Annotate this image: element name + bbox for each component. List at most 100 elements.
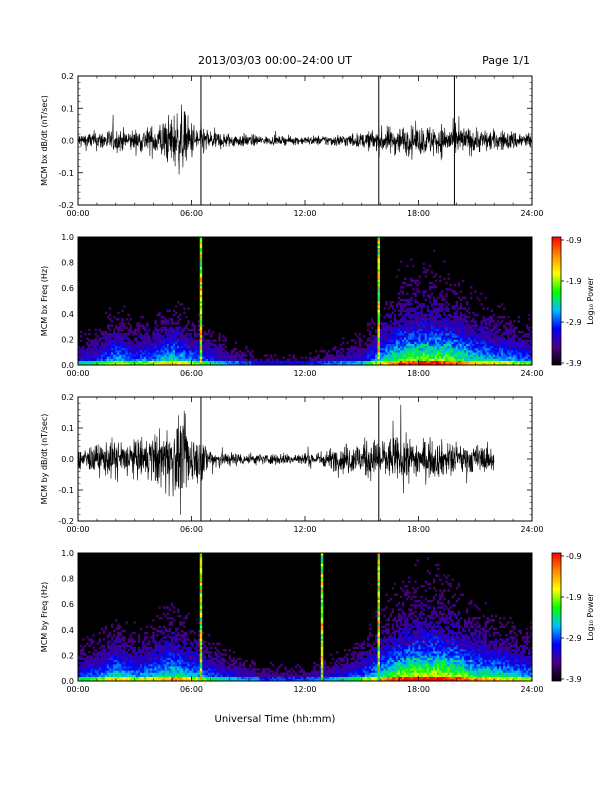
spectrogram-cell (195, 335, 198, 338)
spectrogram-cell (183, 674, 186, 678)
broadband-event (199, 271, 203, 274)
spectrogram-cell (468, 315, 471, 319)
spectrogram-cell (251, 350, 254, 353)
spectrogram-cell (168, 352, 172, 355)
spectrogram-cell (507, 315, 510, 319)
spectrogram-cell (362, 356, 366, 359)
spectrogram-cell (156, 343, 159, 347)
spectrogram-cell (216, 360, 219, 364)
spectrogram-cell (437, 345, 440, 349)
spectrogram-cell (424, 313, 428, 317)
spectrogram-cell (203, 358, 207, 362)
spectrogram-cell (509, 326, 512, 330)
spectrogram-cell (102, 661, 106, 665)
spectrogram-cell (432, 356, 436, 359)
spectrogram-cell (371, 343, 374, 347)
spectrogram-cell (113, 659, 116, 663)
spectrogram-cell (156, 655, 159, 658)
spectrogram-cell (420, 328, 423, 332)
spectrogram-cell (144, 326, 147, 330)
spectrogram-cell (168, 661, 172, 665)
spectrogram-cell (137, 335, 141, 338)
spectrogram-cell (158, 661, 161, 665)
spectrogram-cell (418, 311, 421, 315)
spectrogram-cell (463, 320, 467, 323)
spectrogram-cell (445, 360, 448, 364)
spectrogram-cell (123, 343, 126, 347)
spectrogram-cell (224, 350, 227, 353)
spectrogram-cell (494, 360, 498, 364)
spectrogram-cell (311, 362, 314, 366)
spectrogram-cell (397, 292, 401, 295)
spectrogram-cell (154, 640, 157, 643)
broadband-event (377, 256, 380, 259)
spectrogram-cell (94, 343, 97, 347)
spectrogram-cell (401, 307, 405, 310)
spectrogram-cell (387, 337, 390, 340)
spectrogram-cell (422, 345, 425, 349)
spectrogram-cell (197, 339, 201, 342)
spectrogram-cell (391, 330, 395, 334)
spectrogram-cell (393, 337, 397, 340)
spectrogram-cell (435, 339, 438, 342)
spectrogram-cell (185, 614, 188, 618)
spectrogram-cell (325, 362, 328, 366)
spectrogram-cell (346, 356, 349, 359)
spectrogram-cell (168, 333, 172, 336)
spectrogram-cell (125, 326, 128, 330)
spectrogram-cell (98, 356, 101, 359)
spectrogram-cell (80, 330, 83, 334)
broadband-event (199, 264, 203, 268)
spectrogram-cell (420, 307, 423, 310)
spectrogram-cell (183, 311, 186, 315)
spectrogram-cell (133, 358, 137, 362)
spectrogram-cell (424, 358, 428, 362)
spectrogram-cell (172, 619, 176, 622)
spectrogram-cell (179, 644, 182, 648)
spectrogram-cell (102, 644, 106, 648)
spectrogram-cell (426, 269, 430, 272)
spectrogram-cell (158, 335, 161, 338)
spectrogram-cell (449, 354, 452, 357)
spectrogram-cell (414, 360, 417, 364)
spectrogram-cell (179, 649, 182, 652)
spectrogram-cell (123, 324, 126, 327)
spectrogram-cell (290, 362, 293, 366)
spectrogram-cell (170, 328, 174, 332)
spectrogram-cell (106, 668, 110, 671)
spectrogram-cell (364, 358, 368, 362)
spectrogram-cell (389, 303, 392, 306)
spectrogram-cell (106, 352, 110, 355)
spectrogram-cell (146, 653, 149, 656)
spectrogram-cell (523, 341, 527, 344)
spectrogram-cell (164, 649, 168, 652)
spectrogram-cell (300, 362, 304, 366)
spectrogram-cell (131, 659, 135, 663)
spectrogram-cell (459, 354, 463, 357)
spectrogram-cell (111, 655, 114, 658)
spectrogram-cell (179, 678, 182, 682)
spectrogram-cell (150, 362, 153, 366)
spectrogram-cell (141, 674, 145, 678)
spectrogram-cell (397, 322, 401, 325)
spectrogram-cell (430, 318, 434, 321)
spectrogram-cell (170, 663, 174, 667)
spectrogram-cell (435, 320, 438, 323)
spectrogram-cell (100, 651, 104, 654)
spectrogram-cell (102, 335, 106, 338)
spectrogram-cell (183, 638, 186, 641)
spectrogram-cell (401, 303, 405, 306)
spectrogram-cell (183, 678, 186, 682)
spectrogram-cell (121, 337, 124, 340)
spectrogram-cell (418, 362, 421, 366)
spectrogram-cell (511, 328, 514, 332)
spectrogram-cell (416, 341, 419, 344)
spectrogram-cell (174, 661, 178, 665)
spectrogram-cell (412, 358, 415, 362)
spectrogram-cell (121, 653, 124, 656)
spectrogram-cell (127, 322, 130, 325)
spectrogram-cell (430, 281, 434, 285)
spectrogram-cell (286, 362, 289, 366)
spectrogram-cell (164, 646, 168, 650)
spectrogram-cell (197, 333, 201, 336)
